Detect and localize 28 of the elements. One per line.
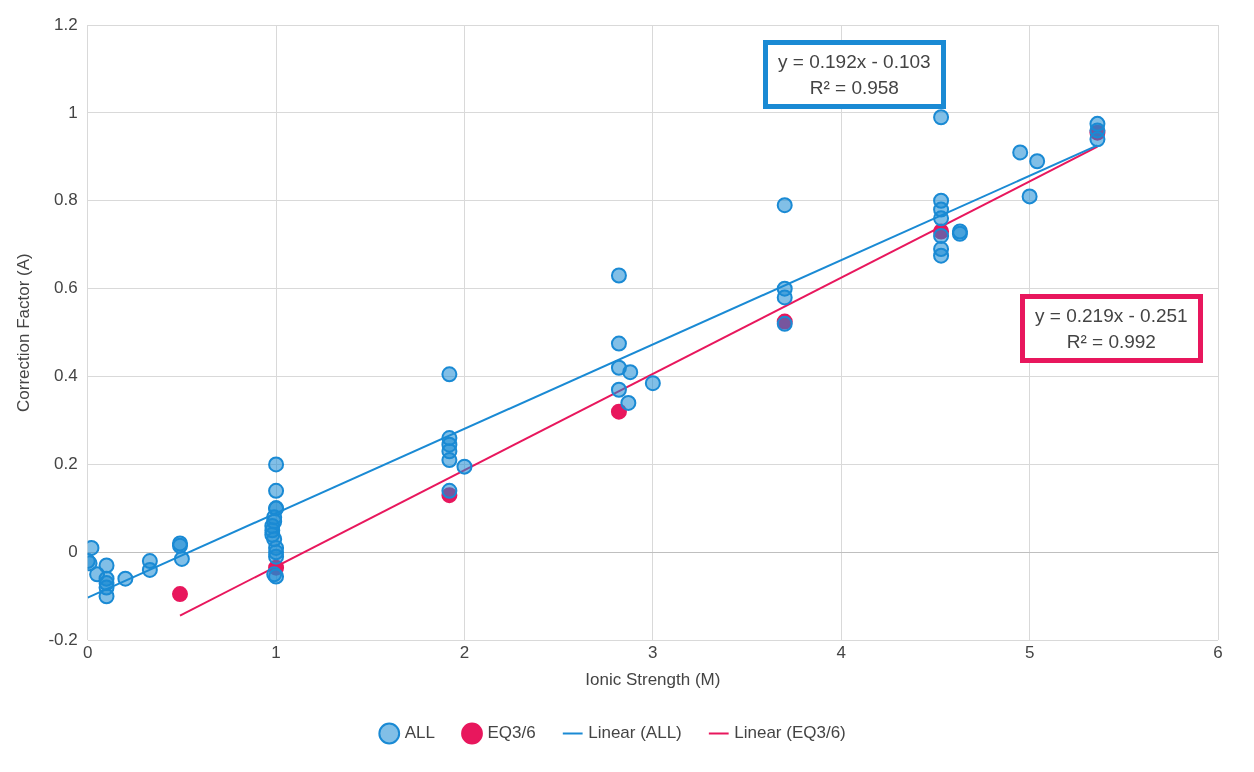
annotation: y = 0.192x - 0.103 R² = 0.958 (763, 40, 946, 110)
legend-label: ALL (404, 723, 436, 743)
x-axis-title: Ionic Strength (M) (585, 670, 721, 690)
x-tick-label: 5 (1024, 643, 1035, 663)
point (441, 487, 458, 504)
point (933, 223, 950, 240)
y-tick-label: 0.4 (54, 366, 78, 386)
x-tick-label: 4 (836, 643, 846, 663)
x-tick-label: 2 (459, 643, 470, 663)
x-tick-label: 3 (648, 643, 658, 663)
y-tick-label: 0 (68, 542, 78, 561)
annotation: y = 0.219x - 0.251 R² = 0.992 (1020, 294, 1203, 364)
x-tick-label: 1 (271, 643, 281, 663)
point (268, 559, 285, 576)
y-tick-label: 1.2 (54, 14, 78, 34)
y-tick-label: -0.2 (48, 629, 78, 649)
x-tick-label: 0 (82, 643, 93, 663)
x-tick-label: 6 (1213, 643, 1223, 663)
point (610, 403, 627, 420)
y-tick-label: 1 (68, 102, 78, 122)
y-axis-title: Correction Factor (A) (13, 253, 33, 412)
legend-label: EQ3/6 (487, 723, 536, 743)
y-tick-label: 0.2 (54, 454, 78, 474)
y-tick-label: 0.8 (54, 190, 78, 210)
point (172, 586, 188, 603)
legend-label: Linear (EQ3/6) (734, 723, 846, 743)
y-tick-label: 0.6 (54, 278, 78, 298)
legend-label: Linear (ALL) (588, 723, 682, 743)
